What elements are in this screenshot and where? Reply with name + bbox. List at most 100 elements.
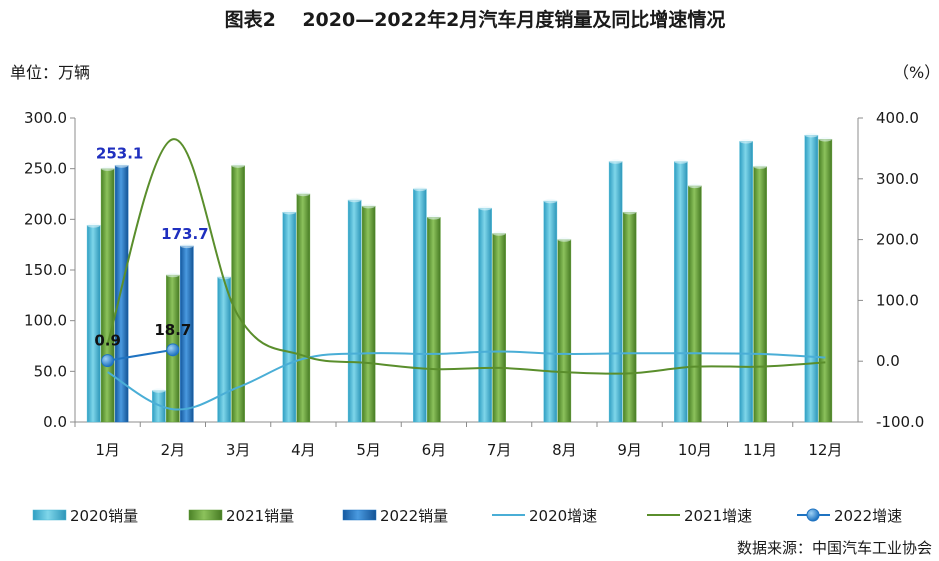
bar-2020销量-4月 bbox=[282, 211, 297, 423]
bar-2021销量-1月 bbox=[100, 168, 115, 423]
bar-cap bbox=[348, 197, 362, 203]
legend-label: 2021销量 bbox=[226, 507, 294, 525]
bar-cap bbox=[818, 137, 832, 142]
bar-value-label: 173.7 bbox=[161, 225, 208, 243]
bar-cap bbox=[362, 203, 376, 209]
right-tick-label: -100.0 bbox=[876, 413, 924, 431]
x-tick-label: 9月 bbox=[617, 441, 642, 459]
legend-item: 2021增速 bbox=[647, 507, 752, 525]
bar-2020销量-11月 bbox=[739, 141, 753, 423]
x-tick-label: 3月 bbox=[226, 441, 251, 459]
marker-2022增速-2月 bbox=[166, 343, 180, 357]
bar-2020销量-9月 bbox=[608, 161, 623, 423]
right-tick-label: 0.0 bbox=[876, 352, 900, 370]
bar-value-label: 253.1 bbox=[96, 145, 143, 163]
x-tick-label: 8月 bbox=[552, 441, 577, 459]
bar-cap bbox=[674, 159, 688, 164]
bar-2020销量-3月 bbox=[217, 276, 231, 423]
bar-cap bbox=[413, 186, 427, 192]
lines-group bbox=[101, 138, 826, 411]
bar-cap bbox=[115, 163, 129, 168]
line-2021增速 bbox=[106, 138, 826, 375]
left-tick-label: 300.0 bbox=[24, 109, 67, 127]
x-tick-label: 4月 bbox=[291, 441, 316, 459]
x-tick-label: 7月 bbox=[487, 441, 512, 459]
point-value-label: 0.9 bbox=[94, 332, 121, 350]
left-axis-unit: 单位：万辆 bbox=[10, 63, 90, 82]
bar-2020销量-5月 bbox=[347, 199, 362, 423]
line-2022增速 bbox=[107, 348, 174, 362]
right-tick-label: 300.0 bbox=[876, 170, 919, 188]
bar-2020销量-6月 bbox=[413, 188, 427, 423]
right-tick-label: 200.0 bbox=[876, 231, 919, 249]
bar-cap bbox=[166, 272, 180, 278]
x-tick-label: 12月 bbox=[808, 441, 842, 459]
bar-2021销量-3月 bbox=[231, 165, 245, 423]
bar-2021销量-7月 bbox=[492, 233, 506, 423]
legend-item: 2020销量 bbox=[32, 507, 138, 525]
bar-cap bbox=[623, 210, 637, 215]
point-value-label: 18.7 bbox=[154, 321, 191, 339]
bars-group bbox=[86, 133, 833, 423]
legend-label: 2020增速 bbox=[529, 507, 597, 525]
bar-cap bbox=[753, 164, 767, 169]
left-tick-label: 0.0 bbox=[43, 413, 67, 431]
legend-swatch bbox=[32, 509, 67, 521]
legend-label: 2022增速 bbox=[834, 507, 902, 525]
left-tick-label: 150.0 bbox=[24, 261, 67, 279]
axes-group: 0.0 50.0 100.0 150.0 200.0 250.0 300.0 -100.0 0.… bbox=[24, 109, 924, 459]
legend: 2020销量 2021销量 2022销量 2020增速 2021增速 2022增速 bbox=[32, 507, 902, 525]
legend-item: 2020增速 bbox=[492, 507, 597, 525]
x-tick-label: 11月 bbox=[743, 441, 777, 459]
legend-item: 2022销量 bbox=[342, 507, 448, 525]
data-labels-group: 253.1 173.7 0.9 18.7 bbox=[94, 145, 208, 350]
bar-2021销量-10月 bbox=[688, 185, 702, 423]
right-axis-unit: （%） bbox=[893, 63, 939, 82]
bar-2021销量-12月 bbox=[818, 139, 833, 423]
bar-cap bbox=[152, 388, 166, 393]
bar-2021销量-6月 bbox=[427, 217, 441, 423]
legend-label: 2020销量 bbox=[70, 507, 138, 525]
x-tick-label: 2月 bbox=[161, 441, 186, 459]
bar-cap bbox=[87, 223, 101, 228]
bar-cap bbox=[478, 205, 492, 211]
x-tick-label: 5月 bbox=[356, 441, 381, 459]
bar-cap bbox=[543, 198, 557, 204]
x-tick-label: 6月 bbox=[422, 441, 447, 459]
line-2020增速 bbox=[107, 350, 826, 411]
bar-2020销量-8月 bbox=[543, 200, 558, 423]
legend-label: 2021增速 bbox=[684, 507, 752, 525]
bar-cap bbox=[609, 159, 623, 164]
bar-2021销量-9月 bbox=[622, 211, 637, 423]
bar-cap bbox=[282, 210, 296, 215]
bar-cap bbox=[492, 231, 506, 236]
bar-2020销量-10月 bbox=[674, 161, 688, 423]
right-tick-label: 100.0 bbox=[876, 291, 919, 309]
legend-item: 2021销量 bbox=[188, 507, 294, 525]
right-tick-label: 400.0 bbox=[876, 109, 919, 127]
legend-swatch bbox=[188, 509, 223, 521]
source-note: 数据来源：中国汽车工业协会 bbox=[737, 539, 932, 557]
bar-2021销量-5月 bbox=[361, 205, 376, 423]
bar-2021销量-8月 bbox=[557, 239, 572, 423]
legend-item: 2022增速 bbox=[797, 507, 902, 525]
bar-2021销量-4月 bbox=[296, 193, 311, 423]
bar-cap bbox=[557, 237, 571, 242]
bar-2021销量-11月 bbox=[753, 166, 767, 423]
bar-2020销量-1月 bbox=[86, 225, 101, 423]
bar-cap bbox=[427, 215, 441, 220]
bar-2020销量-12月 bbox=[804, 134, 819, 423]
legend-label: 2022销量 bbox=[380, 507, 448, 525]
legend-marker bbox=[806, 508, 820, 522]
left-tick-label: 100.0 bbox=[24, 312, 67, 330]
bar-cap bbox=[296, 191, 310, 197]
x-tick-label: 10月 bbox=[678, 441, 712, 459]
bar-cap bbox=[688, 183, 702, 189]
marker-2022增速-1月 bbox=[101, 354, 115, 368]
bar-2020销量-7月 bbox=[478, 207, 492, 423]
legend-swatch bbox=[342, 509, 377, 521]
bar-cap bbox=[804, 133, 818, 138]
left-tick-label: 50.0 bbox=[34, 362, 67, 380]
